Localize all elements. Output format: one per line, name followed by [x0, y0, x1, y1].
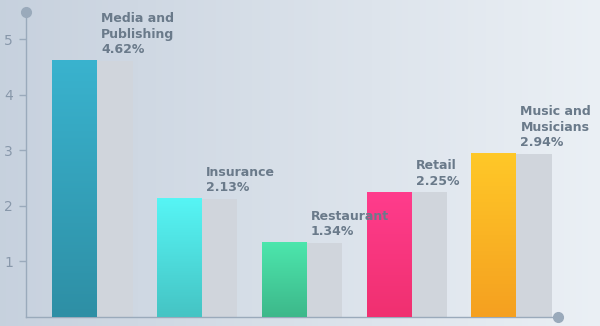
- Text: Restaurant
1.34%: Restaurant 1.34%: [311, 210, 389, 238]
- Text: Media and
Publishing
4.62%: Media and Publishing 4.62%: [101, 12, 175, 56]
- Bar: [382, 192, 447, 317]
- Bar: [67, 61, 133, 317]
- Bar: [487, 154, 552, 317]
- Text: Music and
Musicians
2.94%: Music and Musicians 2.94%: [520, 105, 591, 149]
- Bar: [172, 199, 238, 317]
- Bar: [277, 243, 342, 317]
- Text: Retail
2.25%: Retail 2.25%: [416, 159, 459, 188]
- Text: Insurance
2.13%: Insurance 2.13%: [206, 166, 275, 194]
